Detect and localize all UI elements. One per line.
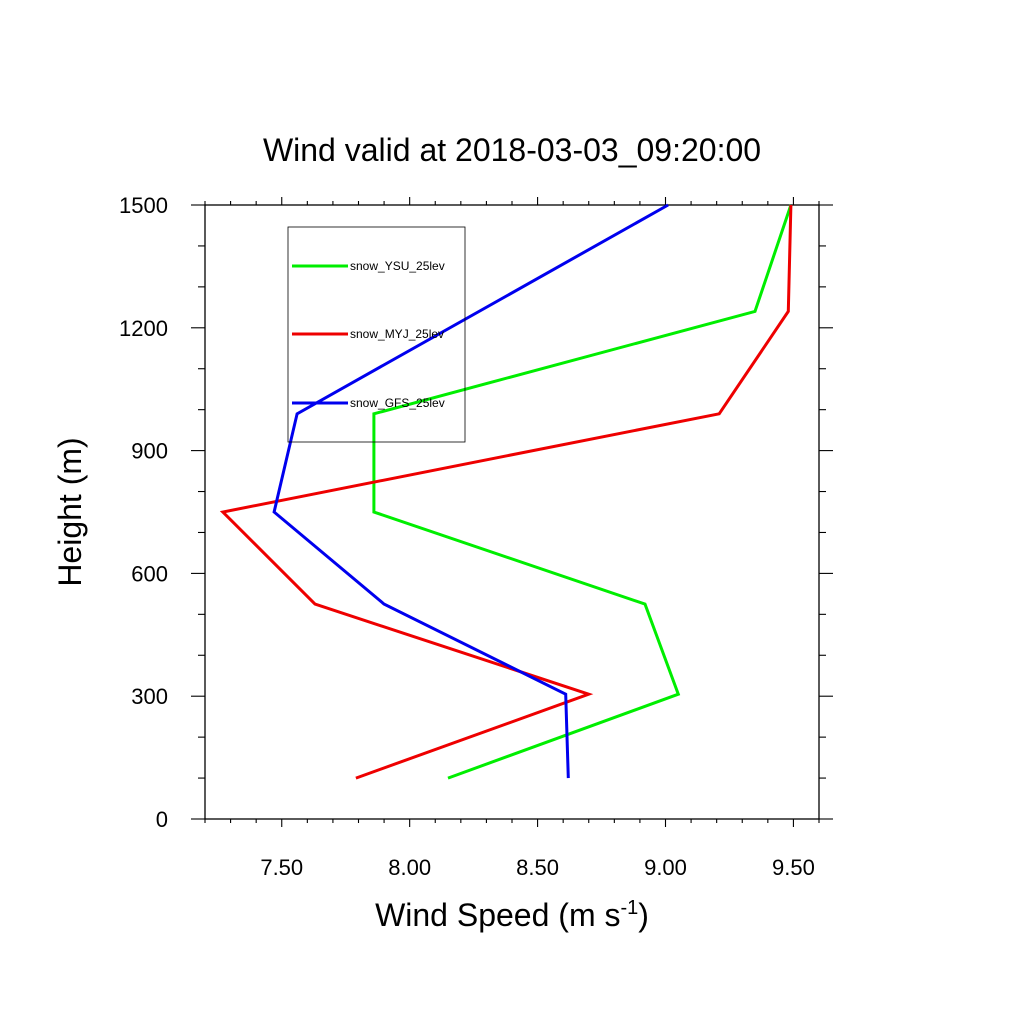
- plot-frame: [204, 204, 820, 820]
- legend-label-snow_GFS_25lev: snow_GFS_25lev: [350, 396, 445, 410]
- series-line-snow_YSU_25lev: [372, 204, 793, 780]
- y-tick-label: 1500: [119, 193, 168, 218]
- legend-label-snow_MYJ_25lev: snow_MYJ_25lev: [350, 327, 444, 341]
- x-axis-title-main: Wind Speed (m s: [375, 897, 620, 933]
- series-line-snow_MYJ_25lev: [219, 204, 793, 780]
- x-axis-title-end: ): [638, 897, 649, 933]
- y-tick-label: 900: [131, 439, 168, 464]
- x-tick-label: 7.50: [260, 855, 303, 880]
- y-tick-label: 300: [131, 684, 168, 709]
- axis-ticks: [191, 197, 833, 827]
- y-axis-title: Height (m): [52, 437, 88, 586]
- legend: snow_YSU_25lev snow_MYJ_25lev snow_GFS_25l…: [287, 226, 466, 443]
- x-axis-title-superscript: -1: [620, 897, 638, 919]
- y-tick-label: 0: [156, 807, 168, 832]
- series-lines: [219, 203, 793, 780]
- legend-box: [287, 226, 466, 443]
- y-tick-label: 1200: [119, 316, 168, 341]
- axis-tick-labels: 7.50 8.00 8.50 9.00 9.50 0 300 600 900 1200 1500: [119, 193, 815, 880]
- series-line-snow_GFS_25lev: [272, 203, 669, 779]
- legend-label-snow_YSU_25lev: snow_YSU_25lev: [350, 259, 445, 273]
- x-tick-label: 9.00: [644, 855, 687, 880]
- x-tick-label: 8.50: [516, 855, 559, 880]
- x-axis-title: Wind Speed (m s-1): [375, 897, 649, 933]
- x-tick-label: 8.00: [388, 855, 431, 880]
- chart-title: Wind valid at 2018-03-03_09:20:00: [263, 132, 761, 168]
- x-tick-label: 9.50: [772, 855, 815, 880]
- y-tick-label: 600: [131, 561, 168, 586]
